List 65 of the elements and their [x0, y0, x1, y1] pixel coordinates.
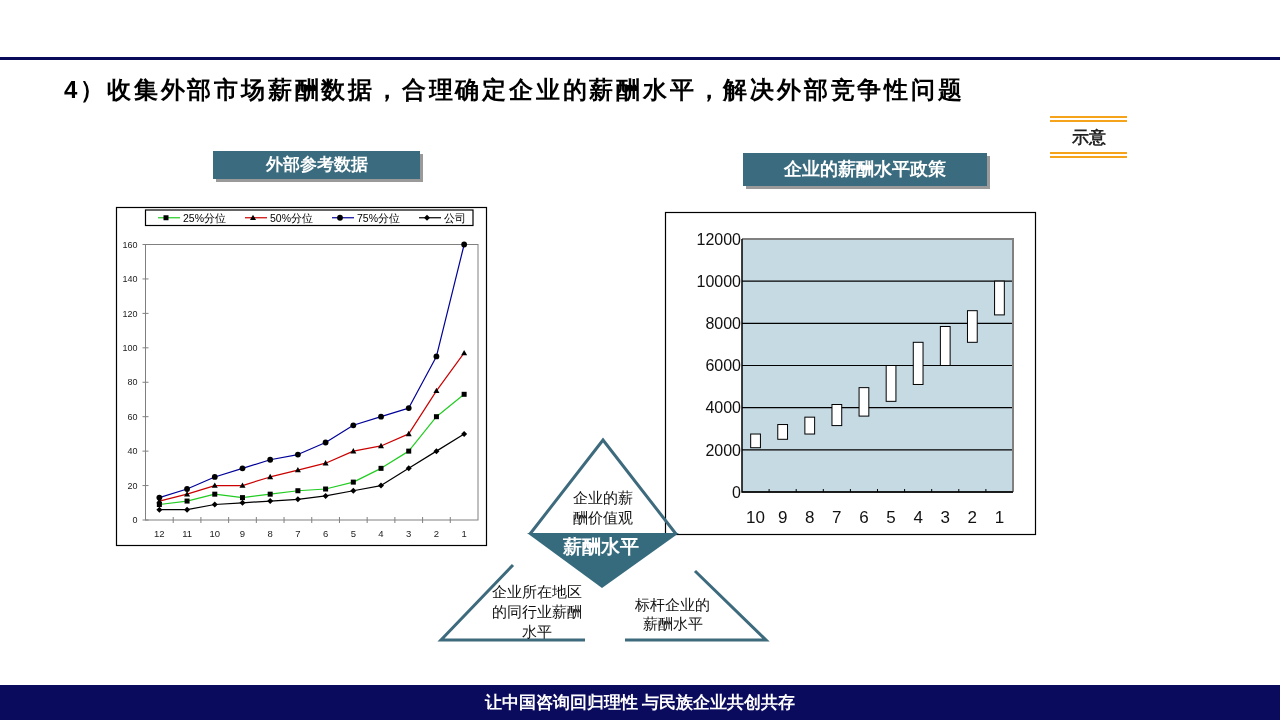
y-tick-label: 20: [127, 480, 138, 491]
legend-label: 公司: [444, 211, 466, 224]
y-tick-label: 60: [127, 411, 138, 422]
x-tick-label: 4: [378, 528, 384, 539]
bar: [804, 416, 816, 435]
text: 4）收集外部市场薪酬数据，合理确定企业的薪酬水平，解决外部竞争性问题: [64, 75, 965, 105]
point: [211, 501, 218, 508]
text: 示意: [1070, 126, 1107, 149]
x-tick-label: 2: [433, 528, 440, 539]
x-tick-label: 10: [746, 508, 766, 527]
x-tick-label: 5: [350, 528, 356, 539]
x-tick-label: 8: [267, 528, 273, 539]
y-tick-label: 0: [132, 515, 138, 526]
x-tick-label: 3: [406, 528, 412, 539]
point: [433, 448, 440, 455]
text: 企业所在地区的同行业薪酬水平: [491, 582, 583, 642]
y-tick-label: 160: [122, 239, 138, 250]
x-tick-label: 1: [461, 528, 467, 539]
y-tick-label: 120: [122, 308, 138, 319]
y-tick-label: 80: [127, 377, 138, 388]
y-tick-label: 10000: [696, 272, 742, 290]
point: [184, 506, 191, 513]
x-tick-label: 7: [295, 528, 301, 539]
y-tick-label: 4000: [705, 399, 742, 417]
bar: [777, 424, 789, 440]
x-tick-label: 6: [322, 528, 329, 539]
text: 薪酬水平: [562, 535, 640, 559]
x-tick-label: 6: [859, 508, 869, 527]
x-tick-label: 4: [913, 508, 923, 527]
point: [461, 430, 468, 437]
y-tick-label: 6000: [705, 357, 742, 375]
text: 标杆企业的薪酬水平: [634, 595, 711, 633]
chart-title: 企业的薪酬水平政策: [743, 153, 987, 186]
chart-title: 外部参考数据: [213, 151, 420, 179]
point: [322, 492, 329, 499]
y-tick-label: 40: [127, 446, 138, 457]
point: [405, 465, 412, 472]
text: 让中国咨询回归理性 与民族企业共创共存: [0, 685, 1280, 720]
x-tick-label: 3: [940, 508, 950, 527]
y-tick-label: 100: [122, 342, 138, 353]
x-tick-label: 12: [154, 528, 165, 539]
point: [156, 506, 163, 513]
y-tick-label: 140: [122, 274, 138, 285]
legend-label: 50%分位: [270, 211, 314, 224]
y-tick-label: 12000: [696, 230, 742, 248]
x-tick-label: 2: [967, 508, 978, 527]
y-tick-label: 0: [732, 483, 742, 501]
x-tick-label: 1: [994, 508, 1005, 527]
x-tick-label: 9: [777, 508, 788, 527]
x-tick-label: 8: [805, 508, 815, 527]
text: 企业的薪酬价值观: [572, 488, 634, 528]
x-tick-label: 5: [886, 508, 896, 527]
point: [267, 498, 274, 505]
point: [350, 487, 357, 494]
x-tick-label: 7: [832, 508, 842, 527]
legend-label: 25%分位: [183, 211, 227, 224]
point: [378, 482, 385, 489]
y-tick-label: 2000: [705, 441, 742, 459]
point: [239, 499, 246, 506]
y-tick-label: 8000: [705, 315, 742, 333]
x-tick-label: 9: [239, 528, 246, 539]
x-tick-label: 10: [209, 528, 221, 539]
point: [294, 496, 301, 503]
x-tick-label: 11: [182, 528, 192, 539]
legend-label: 75%分位: [357, 211, 401, 224]
